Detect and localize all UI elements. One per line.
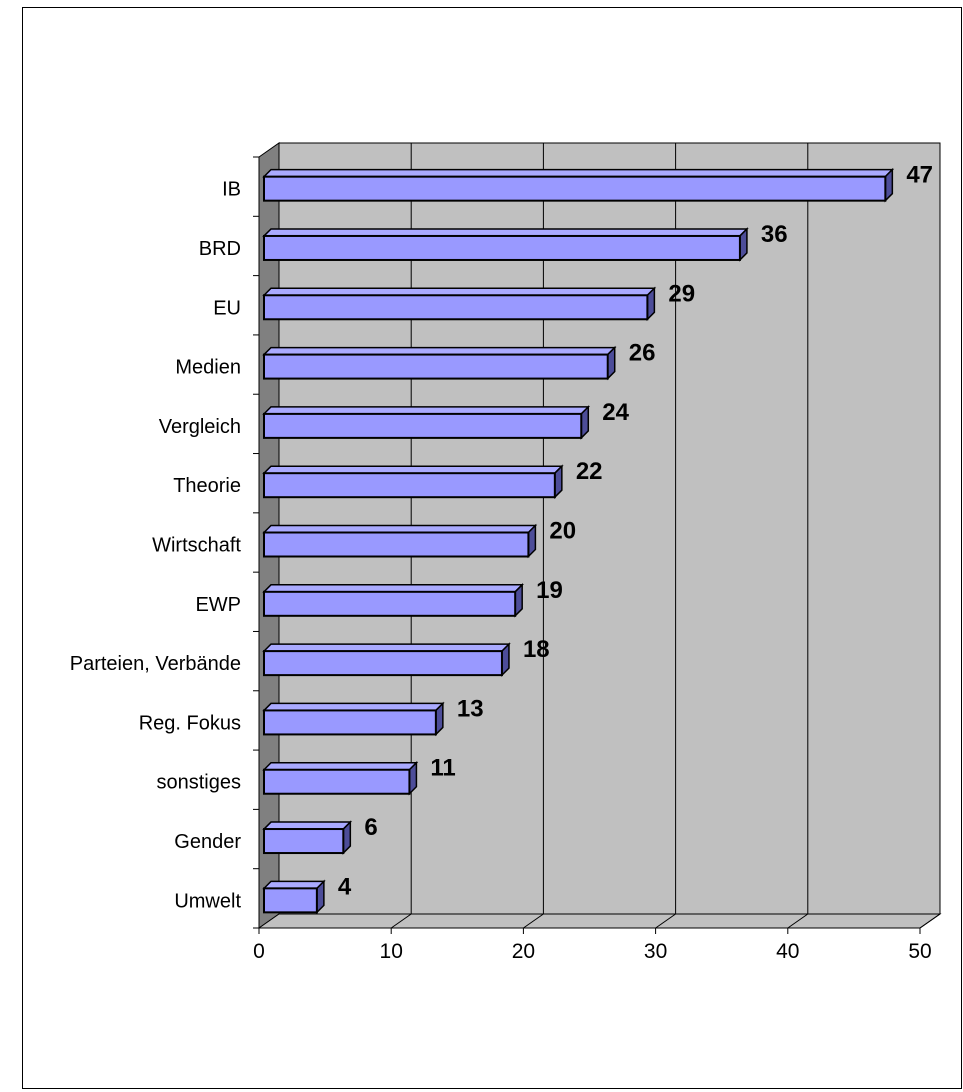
data-label: 29: [668, 280, 695, 307]
data-label: 18: [523, 636, 550, 663]
floor-gridline: [523, 913, 544, 929]
data-label: 24: [602, 399, 629, 426]
floor-gridline: [390, 913, 412, 929]
data-label: 6: [364, 814, 377, 841]
category-label: Wirtschaft: [152, 535, 241, 557]
bar-top: [262, 702, 445, 712]
data-label: 13: [457, 695, 484, 722]
bar: [263, 353, 609, 380]
floor-gridline: [655, 913, 676, 929]
data-labels: 47 36 29 26 24 22 20 19 18 13 11 6 4: [338, 162, 933, 901]
x-tick-label: 20: [512, 940, 535, 963]
data-label: 26: [629, 340, 656, 367]
category-label: BRD: [199, 238, 241, 260]
x-tick-label: 30: [644, 940, 667, 963]
bar-top: [262, 761, 419, 771]
data-label: 11: [430, 755, 455, 782]
bar-top: [262, 524, 538, 534]
data-label: 47: [906, 162, 933, 189]
bar: [263, 768, 411, 795]
bar-top: [262, 168, 895, 178]
bar-top: [262, 643, 511, 652]
x-tick-label: 10: [380, 940, 403, 963]
category-label: IB: [222, 179, 241, 201]
category-label: EU: [213, 297, 241, 319]
category-label: Reg. Fokus: [139, 712, 241, 734]
category-label: sonstiges: [157, 772, 242, 794]
x-axis-ticks: 0 10 20 30 40 50: [253, 928, 932, 963]
category-label: Vergleich: [159, 416, 241, 438]
bar: [263, 412, 583, 439]
category-label: Medien: [175, 357, 241, 379]
floor-gridline: [919, 913, 941, 929]
bar: [263, 234, 741, 261]
bar-top: [262, 287, 657, 297]
data-label: 36: [761, 221, 788, 248]
bar: [263, 175, 887, 202]
data-label: 4: [338, 873, 352, 900]
bar-top: [262, 228, 749, 237]
floor: [257, 913, 942, 929]
bars: [262, 167, 895, 915]
bar-top: [262, 821, 353, 830]
data-label: 22: [576, 458, 603, 485]
floor-gridline: [787, 913, 809, 929]
bar-top: [262, 406, 591, 415]
x-tick-label: 0: [253, 940, 265, 963]
category-label: Umwelt: [174, 890, 241, 912]
bar: [263, 531, 530, 558]
data-label: 20: [549, 518, 576, 545]
bar: [263, 294, 649, 321]
bar: [263, 887, 318, 914]
x-tick-label: 50: [908, 940, 931, 963]
bar-top: [262, 465, 564, 474]
bar: [263, 828, 345, 855]
x-tick-label: 40: [776, 940, 799, 963]
data-label: 19: [536, 577, 563, 604]
category-label: Parteien, Verbände: [70, 653, 241, 675]
bar-top: [262, 346, 617, 356]
bar: [263, 650, 503, 677]
category-label: Theorie: [173, 475, 241, 497]
bar-top: [262, 880, 326, 890]
bar-top: [262, 584, 524, 593]
category-labels: IB BRD EU Medien Vergleich Theorie Wirtschaft E…: [70, 156, 259, 929]
bar: [263, 590, 517, 617]
category-label: EWP: [195, 594, 241, 616]
bar: [263, 472, 556, 499]
bar: [263, 709, 437, 736]
category-label: Gender: [174, 831, 241, 853]
